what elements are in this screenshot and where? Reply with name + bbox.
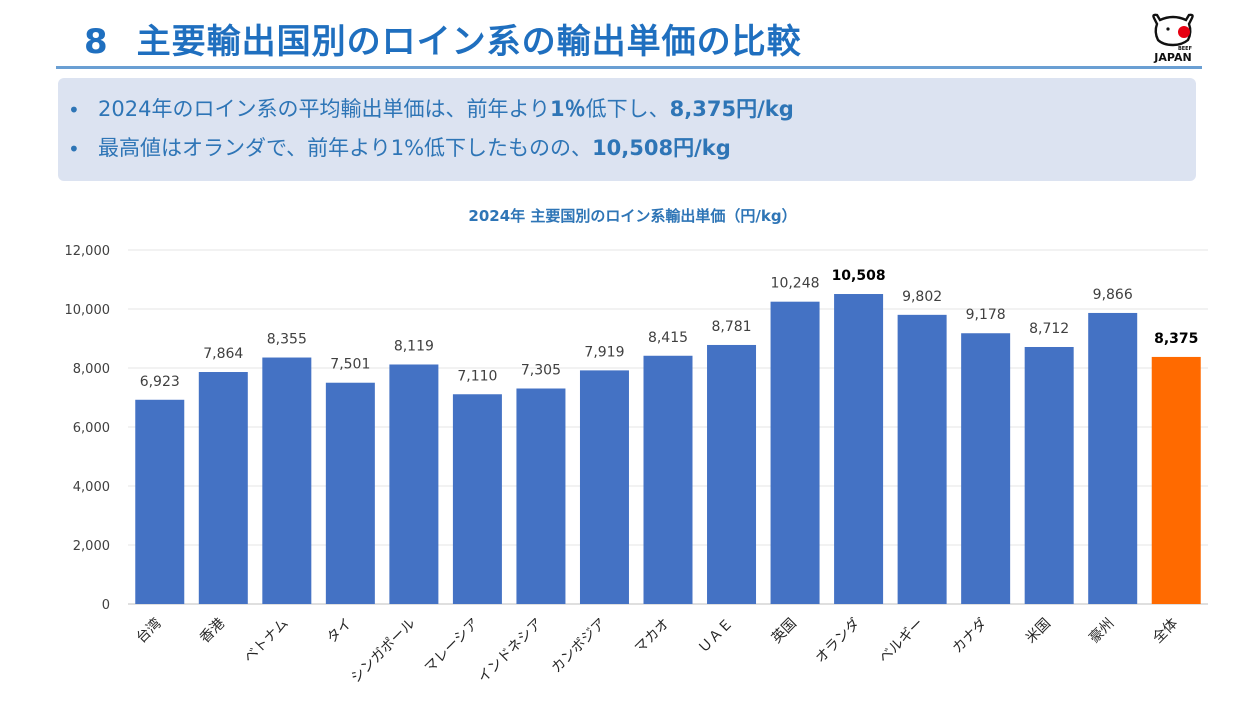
bar (1151, 356, 1201, 604)
slide-number: 8 (84, 22, 109, 62)
y-tick-label: 4,000 (73, 480, 110, 495)
bar (897, 314, 947, 604)
y-tick-label: 8,000 (73, 362, 110, 377)
bar (1024, 346, 1074, 604)
bar (961, 333, 1011, 604)
x-tick-label: マレーシア (422, 616, 483, 677)
bar (643, 355, 693, 604)
summary-bullet-2: • 最高値はオランダで、前年より1%低下したものの、10,508円/kg (68, 136, 731, 161)
data-label: 9,866 (1093, 287, 1133, 303)
y-tick-label: 0 (102, 598, 110, 613)
x-tick-label: ＵＡＥ (695, 616, 736, 657)
bar (834, 294, 884, 604)
x-tick-label: インドネシア (475, 616, 546, 687)
data-label: 8,712 (1029, 321, 1069, 337)
x-tick-label: カンボジア (548, 616, 609, 677)
data-label: 7,110 (457, 368, 497, 384)
beef-japan-logo: BEEF JAPAN (1152, 13, 1194, 64)
x-tick-label: 豪州 (1086, 616, 1117, 647)
title-divider (56, 66, 1202, 69)
x-tick-label: ベルギー (876, 616, 927, 667)
data-label: 8,415 (648, 330, 688, 346)
data-label: 8,355 (267, 332, 307, 348)
bar (389, 364, 439, 604)
x-tick-label: 英国 (768, 615, 800, 647)
bar (135, 399, 185, 604)
x-tick-label: ベトナム (241, 616, 292, 667)
data-label: 7,501 (330, 357, 370, 373)
bar (770, 301, 820, 604)
bar (1088, 312, 1138, 604)
bar (325, 382, 375, 604)
bar (579, 370, 629, 604)
page-title: 8 主要輸出国別のロイン系の輸出単価の比較 (84, 14, 802, 63)
data-label: 8,119 (394, 338, 434, 354)
data-label: 10,508 (832, 268, 886, 284)
data-label: 8,781 (711, 319, 751, 335)
data-label: 6,923 (140, 374, 180, 390)
y-tick-label: 6,000 (73, 421, 110, 436)
x-tick-label: オランダ (813, 616, 864, 667)
summary-bullet-1: • 2024年のロイン系の平均輸出単価は、前年より1％低下し、8,375円/kg (68, 97, 794, 122)
y-tick-label: 10,000 (65, 303, 111, 318)
bar (707, 344, 757, 604)
bar (516, 388, 566, 604)
logo-small-text: BEEF (1178, 46, 1192, 52)
x-tick-label: マカオ (632, 616, 673, 657)
y-tick-label: 2,000 (73, 539, 110, 554)
data-label: 9,178 (966, 307, 1006, 323)
y-tick-label: 12,000 (65, 244, 111, 259)
bar (452, 394, 502, 604)
bar-chart: 0 2,000 4,000 6,000 8,000 10,000 12,000 6,923 台湾… (65, 244, 1208, 687)
data-label: 8,375 (1154, 331, 1198, 347)
slide-title: 主要輸出国別のロイン系の輸出単価の比較 (136, 22, 802, 62)
data-label: 7,864 (203, 346, 243, 362)
wagyu-beef-logo-icon (1152, 13, 1194, 47)
data-label: 7,305 (521, 363, 561, 379)
data-label: 7,919 (584, 344, 624, 360)
logo-main-text: JAPAN (1153, 51, 1191, 64)
data-label: 10,248 (771, 276, 820, 292)
x-tick-label: カナダ (949, 616, 990, 657)
data-label: 9,802 (902, 289, 942, 305)
x-tick-label: 香港 (197, 616, 228, 647)
x-tick-label: 台湾 (133, 615, 165, 647)
bar (262, 357, 312, 604)
x-tick-label: シンガポール (348, 616, 419, 687)
x-tick-label: 米国 (1023, 616, 1054, 647)
summary-box: • 2024年のロイン系の平均輸出単価は、前年より1％低下し、8,375円/kg … (58, 78, 1196, 181)
x-tick-label: タイ (324, 616, 355, 647)
bar (198, 372, 248, 604)
x-tick-label: 全体 (1149, 615, 1181, 647)
chart-title: 2024年 主要国別のロイン系輸出単価（円/kg） (468, 207, 797, 225)
